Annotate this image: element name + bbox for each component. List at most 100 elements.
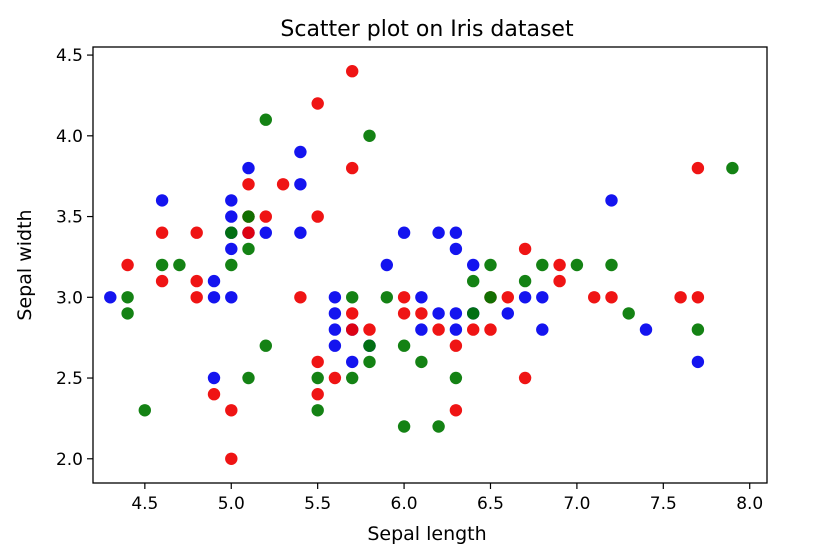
data-point bbox=[311, 388, 324, 401]
data-point bbox=[449, 339, 463, 352]
data-point bbox=[518, 291, 532, 304]
data-point bbox=[225, 404, 238, 417]
data-point bbox=[605, 291, 618, 304]
x-tick-label: 4.5 bbox=[131, 494, 158, 514]
data-point bbox=[346, 307, 359, 320]
data-point bbox=[432, 226, 445, 239]
data-point bbox=[363, 355, 376, 369]
data-point bbox=[570, 258, 584, 272]
data-point bbox=[155, 274, 169, 288]
y-axis: 2.0 2.5 3.0 3.5 4.0 4.5 bbox=[56, 46, 93, 470]
data-point bbox=[225, 226, 238, 239]
y-tick-label: 4.0 bbox=[56, 127, 83, 147]
data-point bbox=[484, 323, 497, 336]
data-point bbox=[346, 371, 359, 385]
data-point bbox=[397, 307, 411, 320]
data-point bbox=[207, 371, 221, 385]
data-point bbox=[311, 404, 324, 417]
data-point bbox=[397, 420, 411, 433]
data-point bbox=[449, 226, 463, 239]
data-point bbox=[121, 258, 134, 272]
data-point bbox=[225, 242, 238, 256]
data-point bbox=[190, 291, 203, 304]
data-point bbox=[294, 226, 307, 239]
data-point bbox=[449, 323, 463, 336]
data-point bbox=[207, 274, 221, 288]
data-point bbox=[121, 307, 134, 320]
data-point bbox=[311, 210, 324, 223]
data-point bbox=[225, 210, 238, 223]
data-point bbox=[553, 274, 566, 288]
x-tick-label: 5.0 bbox=[218, 494, 245, 514]
data-point bbox=[155, 258, 169, 272]
data-point bbox=[449, 242, 463, 256]
data-point bbox=[605, 194, 618, 207]
data-point bbox=[242, 210, 255, 223]
data-point bbox=[155, 194, 169, 207]
y-tick-label: 3.5 bbox=[56, 208, 83, 228]
data-point bbox=[380, 291, 393, 304]
data-point bbox=[363, 129, 376, 142]
data-point bbox=[380, 258, 393, 272]
data-point bbox=[363, 323, 376, 336]
x-tick-label: 6.0 bbox=[391, 494, 418, 514]
data-point bbox=[207, 388, 221, 401]
data-point bbox=[467, 258, 480, 272]
data-point bbox=[346, 355, 359, 369]
data-point bbox=[311, 97, 324, 110]
x-tick-label: 5.5 bbox=[304, 494, 331, 514]
data-point bbox=[259, 210, 272, 223]
x-tick-label: 6.5 bbox=[477, 494, 504, 514]
data-point bbox=[225, 291, 238, 304]
data-point bbox=[397, 339, 411, 352]
data-point bbox=[190, 274, 203, 288]
data-point bbox=[242, 226, 255, 239]
data-point bbox=[536, 258, 549, 272]
data-point bbox=[553, 258, 566, 272]
y-tick-label: 2.5 bbox=[56, 369, 83, 389]
data-point bbox=[415, 323, 428, 336]
data-point bbox=[415, 355, 428, 369]
y-tick-label: 4.5 bbox=[56, 46, 83, 66]
x-tick-label: 7.5 bbox=[650, 494, 677, 514]
data-point bbox=[639, 323, 653, 336]
data-point bbox=[155, 226, 169, 239]
data-point bbox=[363, 339, 376, 352]
data-point bbox=[397, 291, 411, 304]
data-point bbox=[501, 291, 514, 304]
data-point bbox=[328, 307, 342, 320]
data-point bbox=[449, 371, 463, 385]
data-point bbox=[346, 291, 359, 304]
data-point bbox=[294, 178, 307, 191]
data-point bbox=[536, 323, 549, 336]
data-point bbox=[467, 323, 480, 336]
data-point bbox=[691, 355, 705, 369]
data-point bbox=[259, 226, 272, 239]
data-point bbox=[518, 242, 532, 256]
data-point bbox=[328, 371, 342, 385]
data-point bbox=[276, 178, 290, 191]
data-point bbox=[415, 307, 428, 320]
data-point bbox=[484, 258, 497, 272]
data-point bbox=[259, 339, 272, 352]
data-point bbox=[467, 307, 480, 320]
data-point bbox=[328, 291, 342, 304]
data-point bbox=[432, 307, 445, 320]
data-point bbox=[121, 291, 134, 304]
data-point bbox=[328, 339, 342, 352]
data-point bbox=[432, 420, 445, 433]
data-point bbox=[311, 355, 324, 369]
data-point bbox=[242, 178, 255, 191]
data-point bbox=[449, 307, 463, 320]
data-point bbox=[449, 404, 463, 417]
points-layer bbox=[104, 65, 739, 465]
data-point bbox=[259, 113, 272, 126]
data-point bbox=[346, 323, 359, 336]
x-tick-label: 8.0 bbox=[736, 494, 763, 514]
data-point bbox=[484, 291, 497, 304]
data-point bbox=[207, 291, 221, 304]
data-point bbox=[294, 145, 307, 159]
data-point bbox=[138, 404, 151, 417]
data-point bbox=[588, 291, 601, 304]
